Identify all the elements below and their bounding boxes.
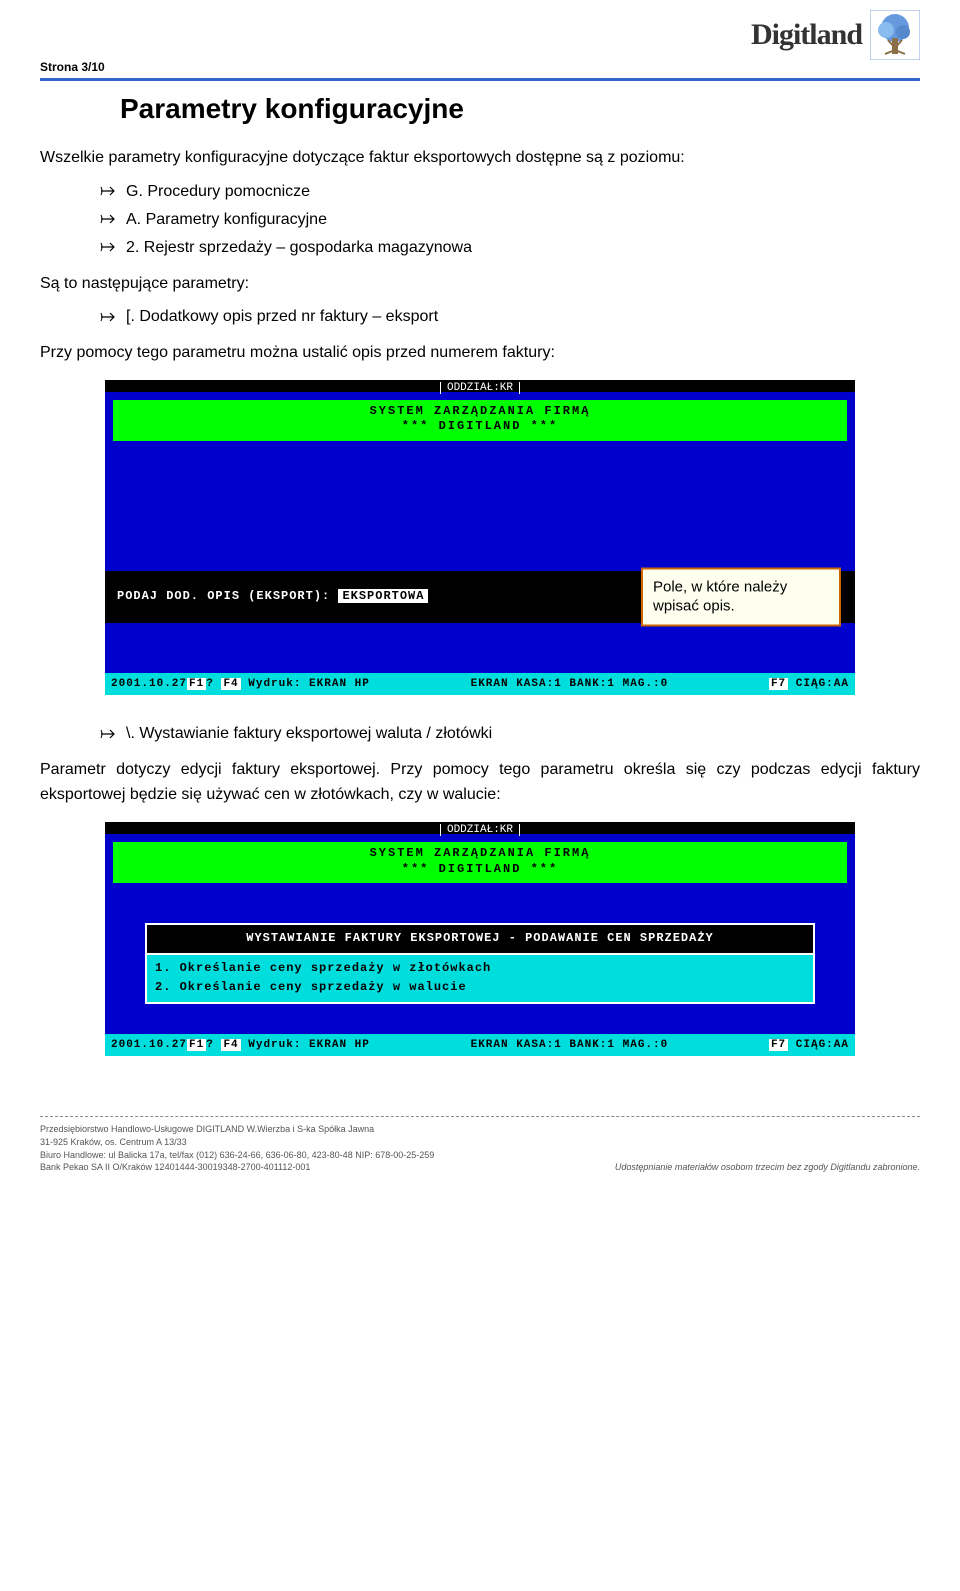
params-intro: Są to następujące parametry: (40, 271, 920, 297)
status-left: 2001.10.27F1? F4 Wydruk: EKRAN HP (111, 677, 370, 691)
footer-copyright: Udostępnianie materiałów osobom trzecim … (615, 1161, 920, 1174)
nav-steps-list: G. Procedury pomocnicze A. Parametry kon… (100, 183, 920, 257)
terminal-screenshot-2: ODDZIAŁ:KR SYSTEM ZARZĄDZANIA FIRMĄ *** … (105, 822, 855, 1056)
step-label: 2. Rejestr sprzedaży – gospodarka magazy… (126, 239, 472, 257)
term-body: WYSTAWIANIE FAKTURY EKSPORTOWEJ - PODAWA… (105, 883, 855, 1034)
dialog-options: 1. Określanie ceny sprzedaży w złotówkac… (147, 955, 813, 1002)
page-number: Strona 3/10 (40, 60, 920, 74)
step-label: A. Parametry konfiguracyjne (126, 211, 327, 229)
param2-desc: Parametr dotyczy edycji faktury eksporto… (40, 757, 920, 808)
page-title: Parametry konfiguracyjne (120, 93, 920, 125)
term-header-line2: *** DIGITLAND *** (113, 419, 847, 435)
status-right: F7 CIĄG:AA (769, 677, 849, 691)
term-input-value[interactable]: EKSPORTOWA (338, 589, 428, 603)
step-label: G. Procedury pomocnicze (126, 183, 310, 201)
logo-text: Digitland (751, 18, 862, 52)
term-body (105, 441, 855, 571)
status-center: EKRAN KASA:1 BANK:1 MAG.:0 (471, 677, 669, 691)
term-prompt-area: PODAJ DOD. OPIS (EKSPORT): EKSPORTOWA Po… (105, 571, 855, 623)
footer-line: Bank Pekao SA II O/Kraków 12401444-30019… (40, 1161, 434, 1174)
footer-line: Biuro Handlowe: ul Balicka 17a, tel/fax … (40, 1149, 434, 1162)
term-body (105, 623, 855, 673)
arrow-icon (100, 725, 126, 743)
callout-box: Pole, w które należy wpisać opis. (641, 567, 841, 626)
list-item: \. Wystawianie faktury eksportowej walut… (100, 725, 920, 743)
intro-text: Wszelkie parametry konfiguracyjne dotycz… (40, 145, 920, 171)
dialog-box: WYSTAWIANIE FAKTURY EKSPORTOWEJ - PODAWA… (145, 923, 815, 1004)
logo: Digitland (751, 10, 920, 60)
arrow-icon (100, 239, 126, 257)
page-footer: Przedsiębiorstwo Handlowo-Usługowe DIGIT… (40, 1116, 920, 1173)
param2-block: \. Wystawianie faktury eksportowej walut… (100, 725, 920, 743)
term-header: SYSTEM ZARZĄDZANIA FIRMĄ *** DIGITLAND *… (105, 834, 855, 883)
divider-line (40, 78, 920, 81)
term-titlebar: ODDZIAŁ:KR (105, 822, 855, 834)
arrow-icon (100, 183, 126, 201)
status-right: F7 CIĄG:AA (769, 1038, 849, 1052)
arrow-icon (100, 211, 126, 229)
term-status-bar: 2001.10.27F1? F4 Wydruk: EKRAN HP EKRAN … (105, 1034, 855, 1056)
dialog-option[interactable]: 2. Określanie ceny sprzedaży w walucie (155, 978, 805, 998)
list-item: A. Parametry konfiguracyjne (100, 211, 920, 229)
tree-icon (870, 10, 920, 60)
arrow-icon (100, 308, 126, 326)
param-label: \. Wystawianie faktury eksportowej walut… (126, 725, 492, 743)
term-status-bar: 2001.10.27F1? F4 Wydruk: EKRAN HP EKRAN … (105, 673, 855, 695)
status-left: 2001.10.27F1? F4 Wydruk: EKRAN HP (111, 1038, 370, 1052)
term-header-line1: SYSTEM ZARZĄDZANIA FIRMĄ (113, 846, 847, 862)
param1-desc: Przy pomocy tego parametru można ustalić… (40, 340, 920, 366)
param-label: [. Dodatkowy opis przed nr faktury – eks… (126, 308, 438, 326)
list-item: 2. Rejestr sprzedaży – gospodarka magazy… (100, 239, 920, 257)
param1-block: [. Dodatkowy opis przed nr faktury – eks… (100, 308, 920, 326)
term-oddzial: ODDZIAŁ:KR (440, 382, 520, 394)
footer-line: 31-925 Kraków, os. Centrum A 13/33 (40, 1136, 434, 1149)
footer-line: Przedsiębiorstwo Handlowo-Usługowe DIGIT… (40, 1123, 434, 1136)
term-header-line2: *** DIGITLAND *** (113, 862, 847, 878)
footer-company-info: Przedsiębiorstwo Handlowo-Usługowe DIGIT… (40, 1123, 434, 1173)
list-item: G. Procedury pomocnicze (100, 183, 920, 201)
term-header: SYSTEM ZARZĄDZANIA FIRMĄ *** DIGITLAND *… (105, 392, 855, 441)
term-oddzial: ODDZIAŁ:KR (440, 824, 520, 836)
dialog-option[interactable]: 1. Określanie ceny sprzedaży w złotówkac… (155, 959, 805, 979)
term-header-line1: SYSTEM ZARZĄDZANIA FIRMĄ (113, 404, 847, 420)
dialog-title: WYSTAWIANIE FAKTURY EKSPORTOWEJ - PODAWA… (147, 925, 813, 955)
term-prompt-label: PODAJ DOD. OPIS (EKSPORT): (117, 589, 330, 603)
terminal-screenshot-1: ODDZIAŁ:KR SYSTEM ZARZĄDZANIA FIRMĄ *** … (105, 380, 855, 695)
page-header: Digitland (40, 0, 920, 60)
status-center: EKRAN KASA:1 BANK:1 MAG.:0 (471, 1038, 669, 1052)
term-titlebar: ODDZIAŁ:KR (105, 380, 855, 392)
list-item: [. Dodatkowy opis przed nr faktury – eks… (100, 308, 920, 326)
